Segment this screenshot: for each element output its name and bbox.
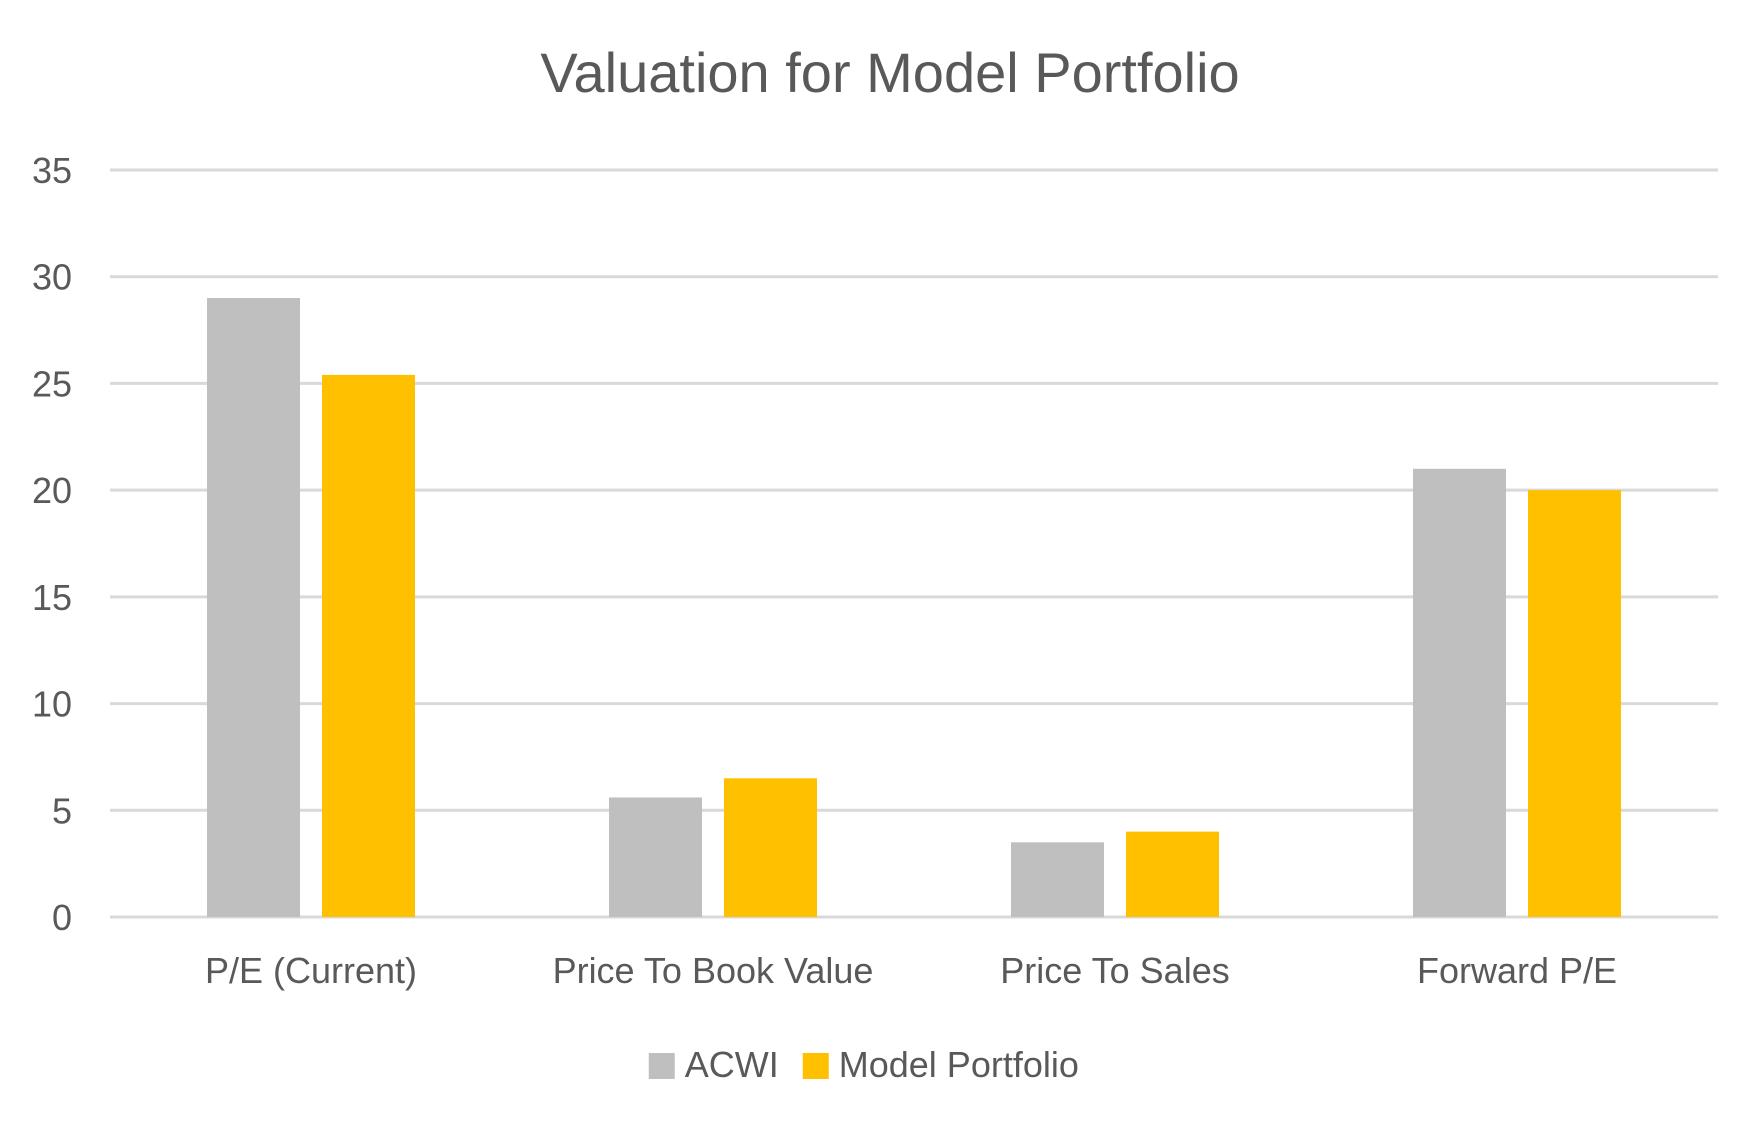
chart-title: Valuation for Model Portfolio: [540, 41, 1239, 104]
y-tick-label: 25: [32, 363, 72, 404]
bar-model-portfolio-2: [1126, 831, 1219, 917]
y-tick-label: 0: [52, 897, 72, 938]
x-category-label: Forward P/E: [1417, 950, 1617, 991]
y-tick-label: 5: [52, 790, 72, 831]
bar-model-portfolio-3: [1528, 490, 1621, 917]
bars: [207, 298, 1621, 917]
bar-model-portfolio-1: [724, 778, 817, 917]
y-tick-label: 15: [32, 577, 72, 618]
legend-swatch-model-portfolio: [802, 1053, 829, 1079]
legend-swatch-acwi: [648, 1053, 675, 1079]
legend: ACWI Model Portfolio: [648, 1044, 1079, 1085]
x-category-label: Price To Book Value: [553, 950, 874, 991]
y-axis-tick-labels: 0 5 10 15 20 25 30 35: [32, 150, 72, 938]
x-category-label: P/E (Current): [205, 950, 417, 991]
bar-model-portfolio-0: [322, 374, 415, 917]
bar-acwi-0: [207, 298, 300, 917]
x-axis-category-labels: P/E (Current) Price To Book Value Price To…: [205, 950, 1617, 991]
bar-acwi-1: [609, 797, 702, 917]
y-tick-label: 10: [32, 684, 72, 725]
x-category-label: Price To Sales: [1000, 950, 1229, 991]
y-tick-label: 30: [32, 257, 72, 298]
y-tick-label: 20: [32, 470, 72, 511]
legend-label: Model Portfolio: [839, 1044, 1079, 1085]
bar-acwi-2: [1011, 842, 1104, 917]
y-tick-label: 35: [32, 150, 72, 191]
legend-label: ACWI: [685, 1044, 779, 1085]
bar-acwi-3: [1413, 468, 1506, 917]
